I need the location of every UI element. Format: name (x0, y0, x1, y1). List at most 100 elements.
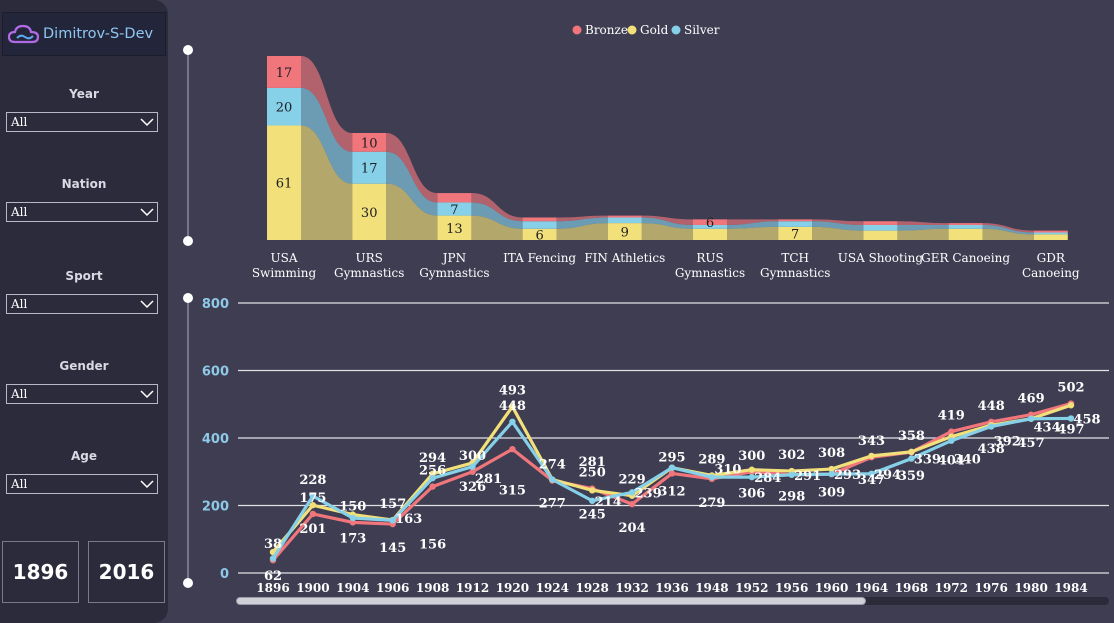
series-line-gold (271, 403, 1072, 554)
ribbon-category-label: TCH (781, 251, 809, 265)
data-point-gold (589, 487, 596, 494)
ribbon-bar-bronze (607, 215, 642, 218)
data-point-bronze (509, 445, 516, 453)
data-point-gold (1067, 402, 1075, 409)
legend-marker-silver (671, 25, 681, 35)
ribbon-flow-gold (641, 223, 693, 240)
bottom-slider-handle-end[interactable] (183, 578, 193, 588)
ribbon-bar-silver (607, 217, 642, 224)
data-point-silver (668, 464, 676, 471)
ribbon-flow-bronze (641, 215, 693, 225)
sport-filter-dropdown[interactable]: All (6, 294, 158, 314)
data-point-silver (1027, 415, 1035, 422)
line-data-label: 38 (264, 537, 282, 552)
data-point-silver (389, 517, 396, 524)
line-data-label: 289 (698, 452, 725, 467)
ribbon-flow-gold (301, 125, 353, 240)
line-data-label: 229 (619, 473, 646, 488)
ribbon-bar-gold (267, 125, 301, 240)
data-point-silver (1067, 415, 1075, 422)
data-point-bronze (349, 519, 356, 526)
line-data-label: 309 (818, 486, 845, 501)
gender-filter-dropdown[interactable]: All (6, 384, 158, 404)
ribbon-category-label: Gymnastics (334, 266, 404, 280)
ribbon-data-label: 6 (535, 228, 543, 243)
ribbon-bar-silver (1033, 232, 1068, 235)
year-filter-dropdown[interactable]: All (6, 112, 158, 132)
x-tick-label: 1964 (855, 581, 888, 595)
ribbon-category-label: URS (356, 251, 383, 265)
ribbon-flow-silver (982, 224, 1034, 235)
ribbon-bar-silver (693, 224, 727, 229)
data-point-silver (549, 476, 556, 483)
sport-filter-value: All (11, 297, 28, 311)
line-data-label: 245 (579, 507, 606, 522)
scrollbar-thumb[interactable] (236, 597, 866, 605)
ribbon-flow-silver (641, 217, 693, 229)
chevron-down-icon (140, 208, 154, 217)
line-data-label: 448 (978, 399, 1005, 414)
filter-sidebar: Dimitrov-S-Dev Year All Nation All Sport… (0, 0, 168, 623)
year-filter-label: Year (69, 87, 99, 101)
ribbon-flow-silver (556, 217, 608, 229)
ribbon-bar-bronze (948, 223, 983, 225)
ribbon-bar-silver (522, 221, 557, 229)
ribbon-bar-silver (778, 221, 813, 227)
age-filter-label: Age (70, 449, 97, 463)
ribbon-flow-gold (897, 228, 949, 240)
data-point-silver (788, 471, 795, 478)
ribbon-category-label: Gymnastics (760, 266, 830, 280)
ribbon-flow-gold (556, 223, 608, 240)
ribbon-category-label: USA Shooting (838, 251, 924, 265)
x-tick-label: 1980 (1014, 581, 1047, 595)
top-slider-handle-start[interactable] (183, 45, 193, 55)
ribbon-flow-gold (386, 183, 438, 240)
cloud-icon (7, 24, 40, 44)
x-tick-label: 1976 (974, 581, 1007, 595)
ribbon-flow-gold (727, 226, 779, 240)
top-slider-handle-end[interactable] (183, 236, 193, 246)
line-data-label: 326 (459, 480, 486, 495)
ribbon-flow-gold (471, 215, 523, 240)
data-point-silver (509, 418, 516, 425)
line-data-label: 458 (1073, 412, 1100, 427)
x-tick-label: 1948 (695, 581, 728, 595)
bottom-slider-handle-start[interactable] (183, 293, 193, 303)
line-data-label: 359 (898, 469, 925, 484)
ribbon-data-label: 61 (276, 177, 293, 192)
x-tick-label: 1912 (456, 581, 489, 595)
line-data-label: 175 (299, 491, 326, 506)
ribbon-bar-gold (522, 228, 557, 240)
ribbon-flow-bronze (386, 132, 438, 203)
ribbon-flow-bronze (727, 219, 779, 225)
ribbon-bar-silver (948, 224, 983, 229)
line-data-label: 156 (419, 537, 446, 552)
data-point-silver (628, 489, 636, 496)
data-point-silver (748, 473, 755, 481)
line-data-label: 228 (299, 473, 326, 488)
line-data-label: 315 (499, 484, 526, 499)
line-data-label: 294 (419, 451, 446, 466)
ribbon-category-label: Gymnastics (419, 266, 489, 280)
data-point-silver (429, 474, 436, 482)
line-data-label: 308 (818, 446, 845, 461)
nation-filter-dropdown[interactable]: All (6, 202, 158, 222)
ribbon-bar-bronze (693, 219, 727, 225)
line-data-label: 157 (379, 497, 406, 512)
ribbon-category-label: ITA Fencing (503, 251, 576, 265)
line-data-label: 279 (698, 496, 725, 511)
age-filter-dropdown[interactable]: All (6, 474, 158, 494)
ribbon-flow-bronze (812, 219, 864, 225)
line-chart: 0 200 400 600 800 1896 1900 1904 1906 1908 1912 192… (202, 297, 1109, 595)
ribbon-flow-gold (982, 228, 1034, 240)
data-point-bronze (668, 470, 676, 477)
line-data-label: 201 (299, 522, 326, 537)
data-point-silver (988, 423, 995, 430)
line-data-label: 493 (499, 384, 526, 399)
ribbon-bar-gold (1033, 234, 1068, 240)
line-data-label: 173 (339, 532, 366, 547)
line-data-label: 438 (978, 442, 1005, 457)
y-tick-label: 800 (202, 297, 229, 312)
